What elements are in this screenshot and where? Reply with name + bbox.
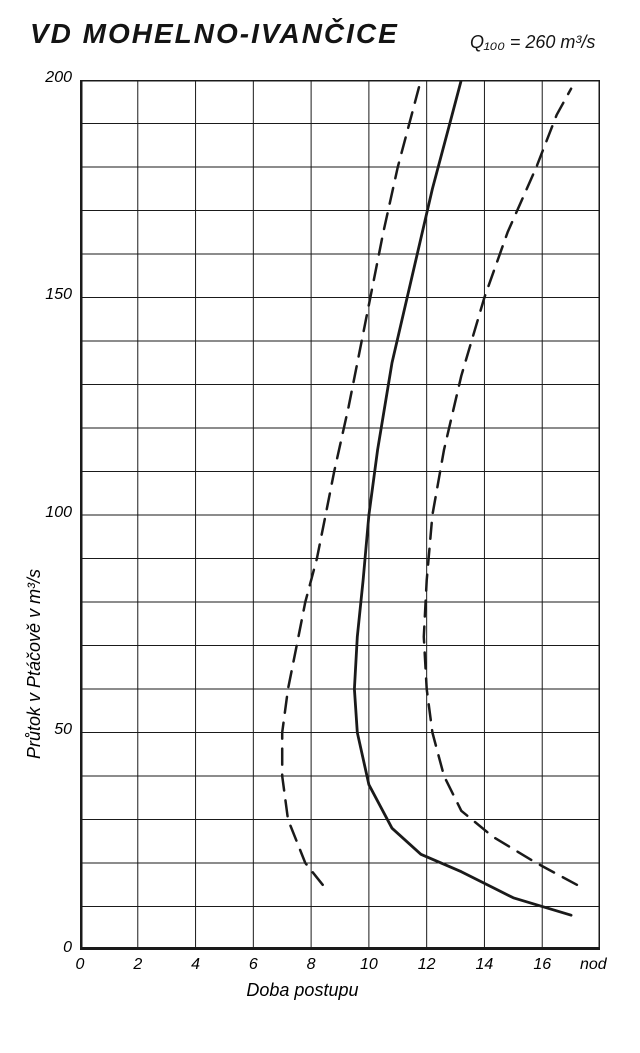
- x-tick-14: 14: [469, 956, 499, 974]
- chart-plot: [80, 80, 600, 950]
- y-tick-50: 50: [32, 721, 72, 739]
- x-tick-12: 12: [412, 956, 442, 974]
- chart-subtitle: Q₁₀₀ = 260 m³/s: [470, 32, 595, 53]
- chart-title: VD MOHELNO-IVANČICE: [30, 18, 399, 50]
- x-tick-6: 6: [238, 956, 268, 974]
- y-tick-150: 150: [32, 286, 72, 304]
- x-tick-16: 16: [527, 956, 557, 974]
- page: VD MOHELNO-IVANČICE Q₁₀₀ = 260 m³/s Průt…: [0, 0, 640, 1053]
- x-tick-2: 2: [123, 956, 153, 974]
- x-tick-4: 4: [181, 956, 211, 974]
- x-tick-8: 8: [296, 956, 326, 974]
- x-tick-10: 10: [354, 956, 384, 974]
- x-axis-label: Doba postupu: [246, 980, 358, 1001]
- y-tick-200: 200: [32, 69, 72, 87]
- y-tick-100: 100: [32, 504, 72, 522]
- x-tick-extra: nod: [580, 956, 607, 974]
- y-tick-0: 0: [32, 939, 72, 957]
- x-tick-0: 0: [65, 956, 95, 974]
